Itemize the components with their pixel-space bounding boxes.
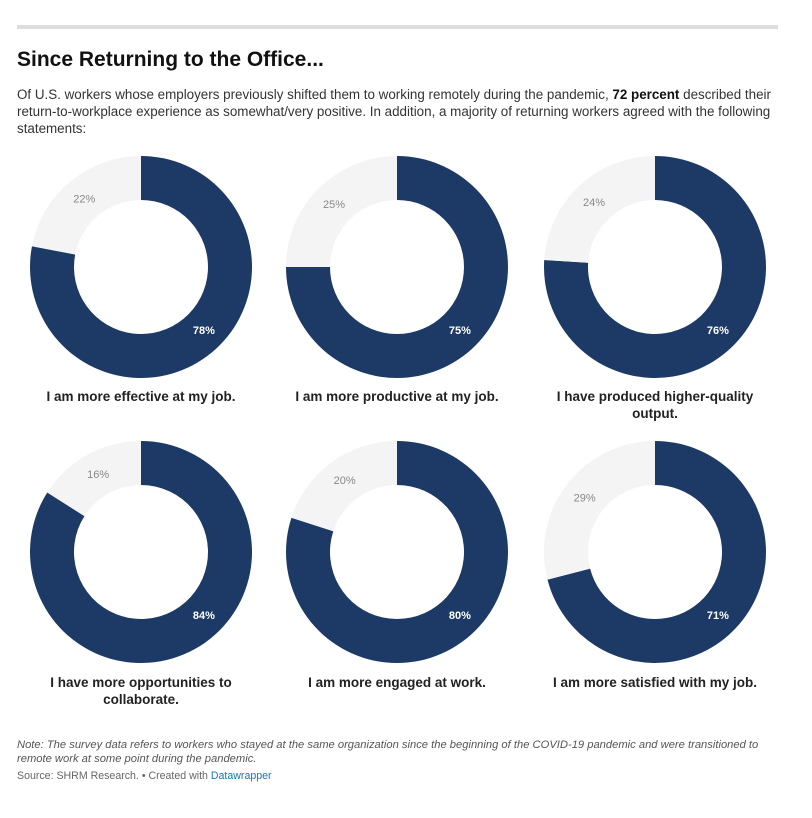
donut-value-label: 75% (449, 325, 471, 337)
source-line: Source: SHRM Research. • Created with Da… (17, 770, 272, 782)
intro-text-start: Of U.S. workers whose employers previous… (17, 87, 613, 102)
donut-remainder-label: 24% (583, 197, 605, 209)
donut-svg: 78% 22% (29, 156, 252, 378)
donut-caption: I am more engaged at work. (308, 675, 486, 690)
donut-slice-agree (286, 441, 508, 663)
donut-remainder-label: 20% (334, 475, 356, 487)
chart-title: Since Returning to the Office... (17, 48, 324, 71)
donut-chart: 80% 20% (276, 431, 518, 673)
donut-value-label: 71% (707, 610, 729, 622)
donut-slice-agree (29, 441, 253, 663)
donut-chart: 71% 29% (534, 431, 776, 673)
source-text: Source: SHRM Research. • Created with (17, 770, 211, 782)
note-text: Note: The survey data refers to workers … (17, 739, 759, 765)
donut-caption: I have more opportunities to collaborate… (50, 675, 232, 707)
donut-caption: I am more effective at my job. (46, 389, 236, 404)
donut-remainder-label: 16% (87, 469, 109, 481)
donut-svg: 80% 20% (286, 441, 508, 663)
donut-svg: 75% 25% (286, 156, 508, 378)
donut-svg: 84% 16% (29, 441, 253, 663)
intro-text: Of U.S. workers whose employers previous… (17, 86, 779, 137)
donut-remainder-label: 29% (574, 492, 596, 504)
donut-caption: I am more satisfied with my job. (552, 675, 758, 690)
donut-chart: 84% 16% (20, 431, 262, 673)
donut-remainder-label: 25% (323, 199, 345, 211)
donut-value-label: 78% (193, 325, 215, 337)
donut-chart: 75% 25% (276, 146, 518, 388)
donut-value-label: 84% (193, 610, 215, 622)
donut-value-label: 80% (449, 610, 471, 622)
intro-highlight: 72 percent (612, 87, 680, 102)
donut-slice-other (47, 441, 141, 517)
donut-value-label: 76% (707, 325, 729, 337)
donut-slice-other (544, 441, 655, 580)
donut-slice-agree (29, 156, 252, 378)
donut-slice-agree (547, 441, 766, 663)
donut-slice-other (291, 441, 397, 532)
donut-slice-other (286, 156, 397, 267)
donut-caption: I am more productive at my job. (295, 389, 499, 404)
donut-svg: 76% 24% (544, 156, 766, 378)
intro-text-end: described their return-to-workplace expe… (17, 87, 771, 136)
donut-slice-agree (544, 156, 766, 378)
donut-svg: 71% 29% (544, 441, 766, 663)
donut-chart: 78% 22% (20, 146, 262, 388)
donut-chart: 76% 24% (534, 146, 776, 388)
datawrapper-link[interactable]: Datawrapper (210, 770, 272, 782)
donut-slice-other (544, 156, 655, 263)
donut-slice-agree (286, 156, 508, 378)
donut-caption: I have produced higher-quality output. (556, 389, 754, 421)
top-divider (17, 25, 778, 29)
donut-remainder-label: 22% (73, 193, 95, 205)
donut-slice-other (31, 156, 142, 255)
